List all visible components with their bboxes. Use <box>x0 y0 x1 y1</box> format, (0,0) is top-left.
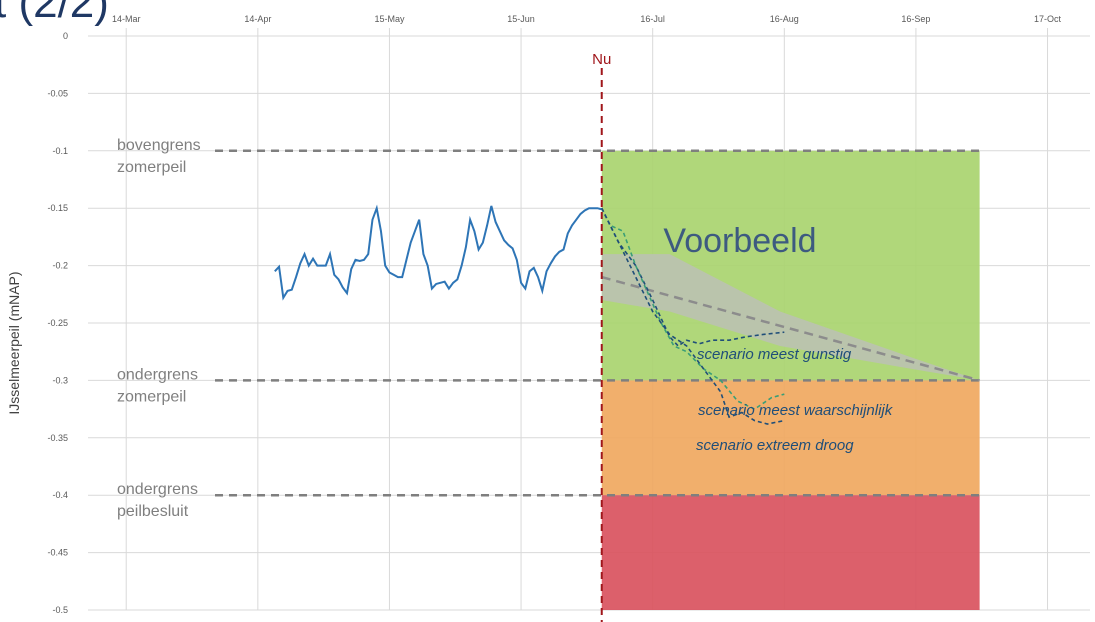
series-line <box>601 207 785 348</box>
y-tick-label: -0.35 <box>47 433 68 443</box>
axis-ticks: 0 -0.05 -0.1 -0.15 -0.2 -0.25 -0.3 -0.35 -0.4 -0.… <box>47 14 1061 615</box>
reference-label: zomerpeil <box>117 159 186 176</box>
reference-label: peilbesluit <box>117 503 189 520</box>
series-line <box>274 204 602 301</box>
y-tick-label: -0.1 <box>52 146 68 156</box>
y-tick-label: -0.4 <box>52 490 68 500</box>
y-tick-label: -0.5 <box>52 605 68 615</box>
zone-band <box>601 380 980 496</box>
uncertainty-band <box>601 254 980 381</box>
x-tick-label: 16-Jul <box>640 14 665 24</box>
reference-lines <box>215 149 980 497</box>
y-tick-label: -0.15 <box>47 203 68 213</box>
now-label: Nu <box>592 51 611 68</box>
series-line <box>601 275 980 382</box>
x-tick-label: 16-Sep <box>901 14 930 24</box>
series-lines <box>274 204 980 425</box>
x-tick-label: 16-Aug <box>770 14 799 24</box>
y-tick-label: -0.25 <box>47 318 68 328</box>
reference-label: ondergrens <box>117 481 198 498</box>
zone-band <box>601 495 980 610</box>
reference-label: bovengrens <box>117 137 201 154</box>
now-marker-group: Nu <box>592 51 611 622</box>
x-tick-label: 15-May <box>374 14 405 24</box>
slide-title-fragment: t (2/2) <box>0 0 109 27</box>
y-tick-label: -0.05 <box>47 88 68 98</box>
scenario-label: scenario meest gunstig <box>697 346 852 363</box>
y-tick-label: -0.45 <box>47 548 68 558</box>
y-tick-label: -0.2 <box>52 261 68 271</box>
reference-label: zomerpeil <box>117 388 186 405</box>
y-tick-label: 0 <box>63 31 68 41</box>
x-tick-label: 14-Mar <box>112 14 141 24</box>
series-line <box>601 207 785 425</box>
x-tick-label: 14-Apr <box>244 14 271 24</box>
annotations: bovengrens zomerpeil ondergrens zomerpeil on… <box>117 137 894 520</box>
watermark-text: Voorbeeld <box>663 222 816 260</box>
y-axis-title: IJsselmeerpeil (mNAP) <box>6 271 22 415</box>
scenario-label: scenario meest waarschijnlijk <box>698 402 894 419</box>
y-tick-label: -0.3 <box>52 375 68 385</box>
reference-label: ondergrens <box>117 366 198 383</box>
x-tick-label: 15-Jun <box>507 14 535 24</box>
uncertainty-band-group <box>601 254 980 381</box>
x-tick-label: 17-Oct <box>1034 14 1062 24</box>
scenario-label: scenario extreem droog <box>696 437 854 454</box>
series-line <box>601 207 785 411</box>
y-axis-title-wrap: IJsselmeerpeil (mNAP) <box>4 250 24 450</box>
target-zones <box>601 150 980 610</box>
